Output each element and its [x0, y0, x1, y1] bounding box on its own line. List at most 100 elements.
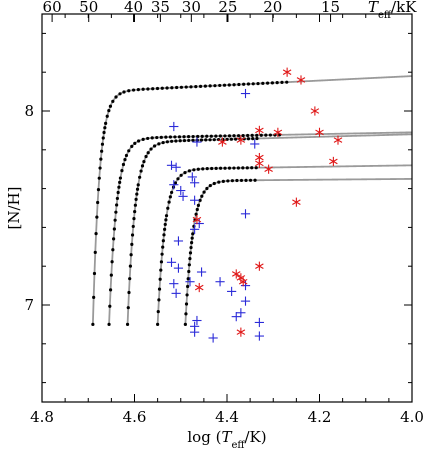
track-dot — [217, 180, 221, 184]
track-dot — [223, 166, 227, 170]
track-dot — [173, 181, 178, 185]
track-dot — [227, 166, 232, 170]
asterisk-marker — [231, 269, 241, 279]
top-tick-label: 40 — [124, 0, 143, 16]
plus-marker — [166, 257, 177, 267]
track-dot — [163, 222, 167, 227]
track-dot — [158, 277, 162, 281]
track-dot — [191, 134, 195, 139]
track-dot — [192, 168, 196, 172]
track-dot — [130, 242, 134, 246]
track-dot — [112, 227, 116, 231]
track-dot — [142, 159, 146, 164]
track-dot — [146, 151, 150, 155]
track-dot — [196, 203, 201, 208]
plus-marker — [192, 315, 202, 326]
track-dot — [179, 85, 184, 89]
track-dot — [184, 85, 188, 89]
y-tick-label: 7 — [24, 296, 34, 314]
track-dot — [209, 134, 213, 138]
track-dot — [144, 154, 148, 159]
track-dot — [107, 322, 111, 326]
track-dot — [248, 178, 253, 182]
track-dot — [127, 290, 131, 295]
track-dot — [130, 233, 135, 237]
track-dot — [108, 288, 113, 292]
track-dot — [118, 180, 122, 185]
top-tick-label: 60 — [43, 0, 62, 16]
track-dot — [235, 178, 239, 183]
data-points — [166, 67, 343, 343]
track-dot — [255, 136, 259, 141]
track-dot — [183, 171, 187, 175]
asterisk-marker — [329, 156, 338, 167]
track-dot — [111, 248, 115, 252]
track-dot — [155, 135, 159, 140]
track-dot — [255, 133, 259, 137]
plus-marker — [231, 312, 241, 322]
track-dot — [246, 82, 251, 86]
track-dot — [114, 210, 118, 214]
plus-marker — [240, 88, 251, 99]
track-dot — [187, 169, 192, 173]
track-dot — [199, 138, 204, 142]
plus-marker — [254, 317, 264, 328]
plus-marker — [208, 333, 218, 343]
track-dot — [232, 166, 236, 170]
track-dot — [212, 138, 216, 142]
track-dot — [96, 187, 101, 192]
track-dot — [118, 176, 123, 180]
plus-marker — [171, 288, 181, 298]
track-dot — [227, 83, 231, 87]
track-dot — [242, 82, 246, 86]
x-tick-label: 4.0 — [400, 408, 424, 426]
track-line — [126, 133, 413, 325]
track-dot — [141, 137, 145, 141]
y-tick-label: 8 — [24, 102, 34, 120]
asterisk-marker — [255, 158, 264, 168]
plus-marker — [240, 296, 251, 306]
track-dot — [223, 134, 227, 138]
plus-marker — [192, 137, 202, 147]
track-dot — [133, 210, 137, 214]
track-dot — [109, 273, 113, 277]
track-dot — [250, 166, 254, 170]
track-dot — [164, 214, 169, 218]
track-dot — [254, 166, 258, 170]
asterisk-marker — [282, 67, 292, 77]
track-dot — [93, 250, 97, 254]
track-dot — [164, 218, 168, 222]
track-line — [156, 164, 413, 325]
track-dot — [236, 166, 240, 170]
track-lines — [91, 75, 413, 325]
track-dots — [91, 80, 289, 326]
track-dot — [179, 173, 183, 177]
track-dot — [118, 92, 122, 96]
top-tick-label: 15 — [321, 0, 340, 16]
track-dot — [157, 298, 161, 302]
plus-marker — [196, 267, 207, 277]
track-dot — [152, 144, 157, 148]
track-dot — [261, 81, 265, 85]
track-dot — [188, 251, 193, 255]
track-dot — [107, 109, 111, 113]
track-dot — [218, 83, 222, 88]
track-dot — [159, 260, 164, 264]
track-dot — [133, 203, 137, 207]
track-dot — [198, 198, 202, 202]
track-dot — [218, 166, 223, 170]
asterisk-marker — [236, 327, 246, 337]
track-dot — [205, 134, 209, 138]
track-dot — [165, 140, 169, 144]
plus-marker — [187, 172, 197, 182]
track-dot — [94, 232, 98, 236]
top-tick-label: 50 — [79, 0, 98, 16]
asterisk-marker — [255, 125, 264, 135]
track-dot — [246, 133, 250, 138]
track-dot — [189, 245, 193, 250]
track-line — [108, 131, 413, 325]
track-dot — [208, 138, 212, 142]
track-dot — [156, 310, 160, 314]
track-dot — [237, 82, 241, 87]
track-dot — [136, 139, 141, 143]
